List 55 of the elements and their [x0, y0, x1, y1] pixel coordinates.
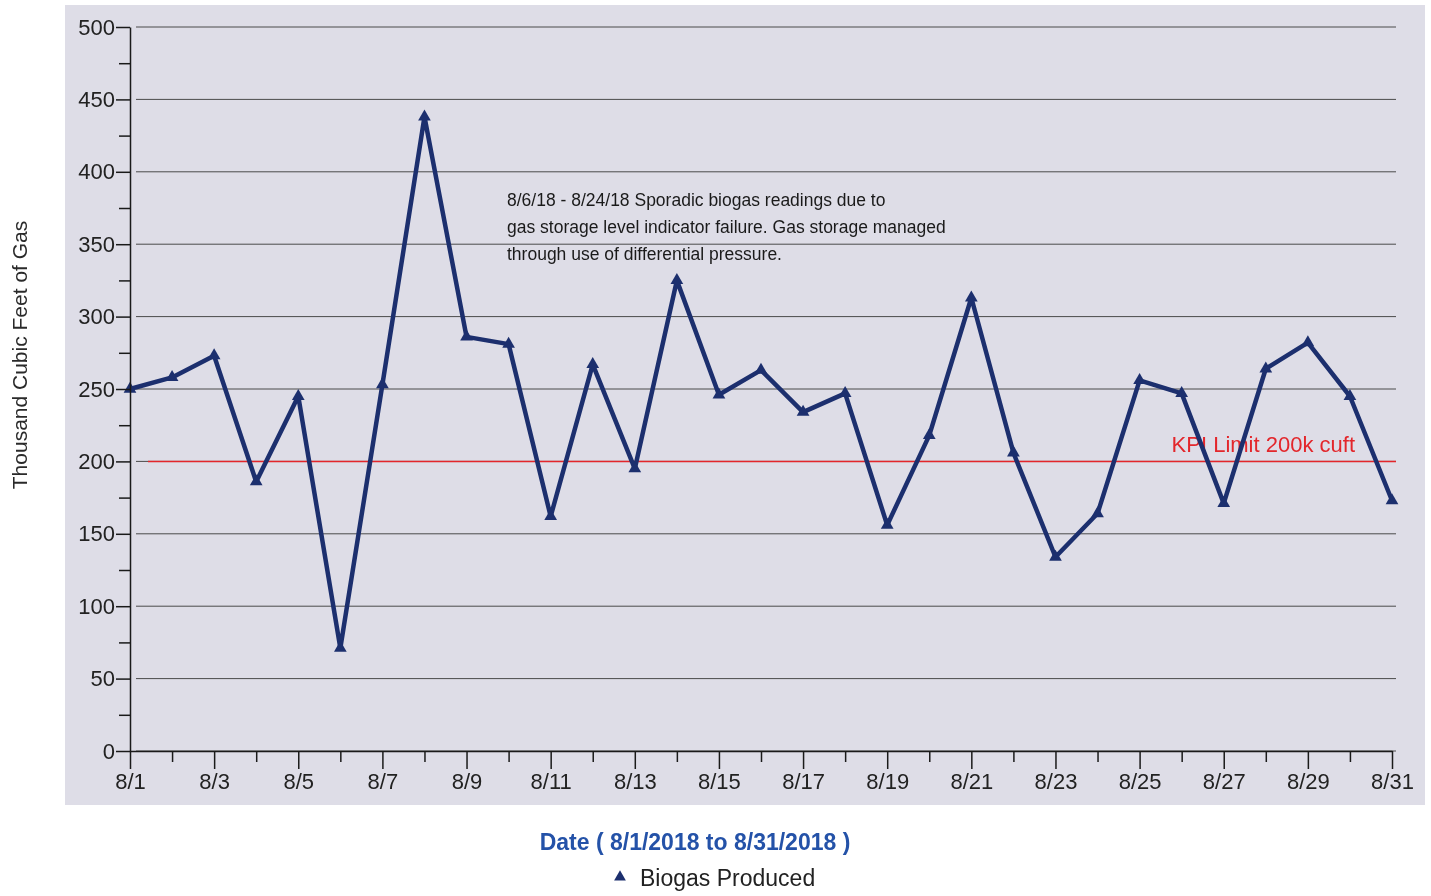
x-tick-label: 8/17	[782, 768, 825, 794]
point	[418, 109, 431, 121]
x-tick-label: 8/5	[283, 768, 315, 794]
x-tick-label: 8/19	[866, 768, 910, 794]
point	[880, 517, 894, 529]
point	[1091, 506, 1104, 518]
point	[712, 387, 726, 399]
y-tick-label: 150	[78, 521, 115, 547]
x-tick-label: 8/27	[1202, 768, 1246, 794]
y-tick-label: 100	[78, 593, 115, 619]
point	[1343, 388, 1357, 400]
x-tick-label: 8/3	[199, 768, 230, 794]
x-tick-label: 8/15	[698, 768, 741, 794]
x-tick-label: 8/23	[1034, 768, 1078, 794]
y-tick-label: 350	[78, 231, 115, 257]
point	[1007, 445, 1020, 457]
y-tick-label: 250	[78, 376, 115, 402]
point	[1049, 549, 1062, 561]
y-axis-title: Thousand Cubic Feet of Gas	[8, 220, 31, 490]
y-tick-label: 50	[90, 666, 115, 692]
point	[1175, 386, 1189, 398]
point	[796, 404, 810, 416]
x-tick-label: 8/29	[1286, 768, 1330, 794]
x-tick-label: 8/25	[1118, 768, 1162, 794]
x-tick-label: 8/7	[367, 768, 399, 794]
point	[1217, 496, 1231, 508]
point	[1259, 361, 1273, 373]
point	[460, 329, 473, 341]
point	[207, 348, 221, 360]
x-tick-label: 8/9	[451, 768, 483, 794]
point	[165, 370, 179, 382]
y-tick-label: 500	[78, 14, 115, 40]
y-tick-label: 200	[78, 448, 115, 474]
point	[291, 388, 305, 400]
point	[249, 474, 263, 486]
x-tick-label: 8/1	[115, 768, 146, 794]
y-tick-label: 0	[102, 738, 115, 764]
x-tick-label: 8/21	[950, 768, 994, 794]
y-tick-label: 450	[78, 86, 115, 112]
x-tick-label: 8/31	[1371, 768, 1414, 794]
annotation: 8/6/18 - 8/24/18 Sporadic biogas readings due to gas storage level indicator failure. Gas storage managed through use of differential pressure.	[507, 190, 946, 264]
point	[964, 290, 978, 302]
y-tick-label: 300	[78, 304, 115, 330]
x-axis-title: Date ( 8/1/2018 to 8/31/2018 )	[539, 829, 851, 855]
point	[502, 336, 515, 348]
x-tick-label: 8/13	[613, 768, 657, 794]
point	[670, 273, 684, 285]
point	[922, 427, 936, 440]
x-tick-label: 8/11	[530, 768, 572, 794]
legend-label: Biogas Produced	[640, 865, 816, 891]
point	[754, 362, 768, 374]
y-tick-label: 400	[78, 159, 115, 185]
point	[1385, 493, 1399, 505]
point	[1301, 335, 1315, 347]
point	[586, 357, 600, 369]
